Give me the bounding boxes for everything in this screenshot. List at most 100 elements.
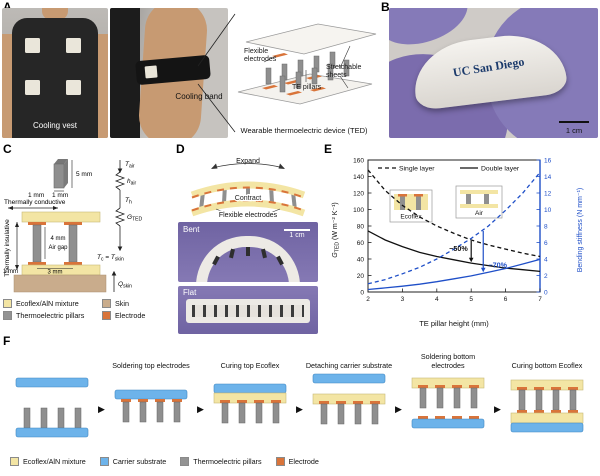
cooling-vest-photo: Cooling vest — [2, 8, 108, 138]
panel-e-label: E — [324, 142, 333, 156]
fab-step-caption: Soldering top electrodes — [112, 360, 190, 370]
fab-step-4: Detaching carrier substrate — [305, 348, 393, 453]
te-pillar-mark — [246, 247, 250, 256]
thermally-conductive-label: Thermally conductive — [4, 199, 66, 206]
air-gap-height-dim: 4 mm — [51, 236, 66, 242]
legend-item: Skin — [102, 299, 129, 308]
top-electrode — [64, 222, 82, 225]
legend-swatch-pillars — [180, 457, 190, 466]
te-patch — [25, 80, 40, 95]
flexible-electrodes-label: Flexible electrodes — [219, 212, 278, 218]
x-tick-label: 2 — [366, 296, 370, 303]
torso-edge — [110, 8, 140, 138]
electrode — [398, 194, 407, 197]
legend-item: Electrode — [275, 457, 319, 466]
process-arrow: ▶ — [296, 404, 303, 414]
left-axis-title: GTED (W m⁻² K⁻¹) — [332, 202, 341, 257]
skin-layer — [13, 274, 107, 293]
flat-photo: Flat — [178, 286, 318, 334]
q-skin-label: Qskin — [118, 281, 132, 290]
fab-step-caption: Detaching carrier substrate — [305, 360, 393, 370]
legend-label: Electrode — [115, 311, 146, 320]
panel-d-label: D — [176, 142, 185, 156]
fab-step-caption: Curing top Ecoflex — [220, 360, 280, 370]
fab-step-4-diagram — [312, 373, 386, 425]
plot-frame — [367, 159, 541, 293]
legend-item: Thermoelectric pillars — [3, 311, 102, 320]
te-pillar — [416, 194, 421, 210]
fabrication-flow: ▶ Soldering top electrodes ▶ Curing top … — [8, 348, 592, 453]
h-air-label: hair — [127, 178, 137, 187]
band-patch — [144, 65, 158, 79]
y-tick-label-right: 4 — [544, 256, 548, 263]
y-tick-label-right: 16 — [544, 157, 552, 164]
gted-stiffness-chart: GTED (W m⁻² K⁻¹) Bending stiffness (N mm… — [332, 157, 584, 328]
te-pillars-label: TE pillars — [292, 84, 322, 91]
y-tick-label-left: 0 — [360, 289, 364, 296]
legend-swatch-skin — [102, 299, 111, 308]
legend-item: Ecoflex/AlN mixture — [10, 457, 86, 466]
te-pillars-group — [265, 51, 350, 93]
legend-swatch-ecoflex — [10, 457, 19, 466]
legend-swatch-pillars — [3, 311, 12, 320]
top-electrodes — [191, 186, 305, 199]
layer-thickness-dim: 1 mm — [3, 269, 18, 275]
top-ecoflex-band — [190, 181, 306, 199]
scale-bar-label: 1 cm — [565, 126, 583, 135]
series-g_ted-double-layer — [367, 230, 541, 273]
air-inset: Air — [455, 185, 503, 219]
ecoflex-inset: Ecoflex — [389, 189, 433, 223]
te-pillar — [32, 224, 42, 263]
chart-annotation: −50% — [449, 244, 468, 253]
bottom-electrodes — [262, 75, 326, 96]
legend-label: Ecoflex/AlN mixture — [16, 299, 79, 308]
process-arrow: ▶ — [494, 404, 501, 414]
bent-device — [196, 236, 300, 282]
y-tick-label-right: 0 — [544, 289, 548, 296]
t-air-label: Tair — [125, 161, 135, 170]
te-pillar — [484, 194, 489, 204]
electrode-leader-line — [215, 208, 227, 214]
y-tick-label-left: 120 — [353, 190, 364, 197]
x-tick-label: 3 — [401, 296, 405, 303]
vest-caption: Cooling vest — [32, 121, 78, 130]
process-arrow: ▶ — [98, 404, 105, 414]
bent-photo: Bent 1 cm — [178, 222, 318, 282]
bottom-electrode — [64, 262, 82, 265]
ted-caption: Wearable thermoelectric device (TED) — [240, 126, 368, 135]
bottom-ecoflex-band — [190, 199, 306, 217]
device-cross-section — [13, 211, 107, 293]
y-tick-label-left: 140 — [353, 174, 364, 181]
legend-swatch-electrode — [275, 457, 285, 466]
ted-thermal-schematic: 5 mm 1 mm 1 mm Thermally conductive Ther… — [3, 159, 142, 293]
te-patch — [66, 38, 81, 53]
legend-item: Ecoflex/AlN mixture — [3, 299, 102, 308]
right-arm — [95, 34, 108, 138]
band-caption: Cooling band — [175, 92, 223, 101]
panel-c-legend: Ecoflex/AlN mixture Skin Thermoelectric … — [3, 299, 173, 323]
top-stretchable-sheet — [245, 23, 377, 55]
top-electrode — [28, 222, 46, 225]
air-inset-label: Air — [475, 210, 484, 217]
x-axis-title: TE pillar height (mm) — [419, 319, 489, 328]
panel-c-label: C — [3, 142, 12, 156]
fab-step-3-diagram — [213, 383, 287, 424]
x-tick-label: 7 — [538, 296, 542, 303]
legend-swatch-ecoflex — [3, 299, 12, 308]
process-arrow: ▶ — [395, 404, 402, 414]
label-leader-lines — [263, 45, 351, 89]
fab-step-caption: Soldering bottom electrodes — [420, 352, 476, 370]
fab-step-1 — [8, 348, 96, 453]
conductive-arrow — [8, 206, 58, 210]
legend-swatch-electrode — [102, 311, 111, 320]
x-tick-label: 4 — [435, 296, 439, 303]
y-tick-label-left: 60 — [357, 240, 365, 247]
flexible-ted-photo: UC San Diego 1 cm — [389, 8, 598, 138]
pillar-depth-dim: 1 mm — [52, 192, 68, 199]
flat-label: Flat — [183, 288, 197, 297]
legend-item: Thermoelectric pillars — [180, 457, 262, 466]
x-tick-label: 5 — [469, 296, 473, 303]
air-gap-label: Air gap — [48, 245, 68, 251]
te-patch — [25, 38, 40, 53]
